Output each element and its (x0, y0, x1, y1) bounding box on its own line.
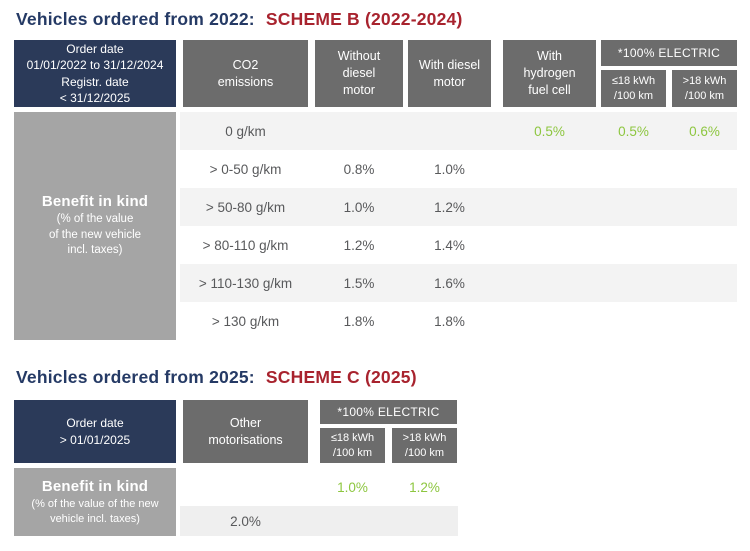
scheme-c-header-order-date: Order date > 01/01/2025 (14, 400, 176, 463)
benefit-in-kind-title: Benefit in kind (41, 193, 149, 211)
table-row: 2.0% (180, 506, 458, 536)
scheme-b-header-electric: *100% ELECTRIC (601, 40, 737, 66)
other-motorisations-value (183, 468, 308, 506)
scheme-c-title-prefix: Vehicles ordered from 2025: (16, 367, 255, 387)
without-diesel-value (315, 112, 403, 150)
table-row: > 0-50 g/km 0.8% 1.0% (180, 150, 737, 188)
co2-range-value: > 110-130 g/km (198, 275, 293, 291)
scheme-c-header-le18kwh: ≤18 kWh /100 km (320, 428, 385, 463)
table-row: > 80-110 g/km 1.2% 1.4% (180, 226, 737, 264)
co2-range-value: > 80-110 g/km (202, 237, 289, 253)
table-row: > 130 g/km 1.8% 1.8% (180, 302, 737, 340)
benefit-in-kind-title: Benefit in kind (41, 477, 149, 495)
scheme-c-title: Vehicles ordered from 2025: SCHEME C (20… (16, 367, 417, 388)
scheme-c-benefit-in-kind-cell: Benefit in kind (% of the value of the n… (14, 468, 176, 536)
scheme-b-title: Vehicles ordered from 2022: SCHEME B (20… (16, 9, 462, 30)
with-diesel-value: 1.8% (434, 313, 465, 329)
table-row: 1.0% 1.2% (180, 468, 458, 506)
scheme-b-header-hydrogen: With hydrogen fuel cell (503, 40, 596, 107)
table-row: 0 g/km 0.5% 0.5% 0.6% (180, 112, 737, 150)
benefit-in-kind-note: (% of the value of the new vehicle incl.… (48, 213, 142, 257)
with-diesel-value: 1.0% (434, 161, 465, 177)
co2-range-value: > 130 g/km (211, 313, 280, 329)
co2-range-value: > 50-80 g/km (205, 199, 286, 215)
le18kwh-value: 0.5% (618, 123, 649, 139)
scheme-b-title-scheme: SCHEME B (2022-2024) (265, 9, 463, 29)
scheme-c-header-electric: *100% ELECTRIC (320, 400, 457, 424)
with-diesel-value (408, 112, 491, 150)
scheme-c-header-other: Other motorisations (183, 400, 308, 463)
with-diesel-value: 1.4% (434, 237, 465, 253)
scheme-b-header-without-diesel: Without diesel motor (315, 40, 403, 107)
without-diesel-value: 1.2% (343, 237, 375, 253)
without-diesel-value: 1.8% (343, 313, 375, 329)
with-diesel-value: 1.2% (434, 199, 465, 215)
benefit-in-kind-note: (% of the value of the new vehicle incl.… (31, 497, 159, 525)
co2-range-value: 0 g/km (225, 123, 266, 139)
co2-range-value: > 0-50 g/km (209, 161, 282, 177)
gt18kwh-value: 1.2% (409, 479, 440, 495)
scheme-b-header-gt18kwh: >18 kWh /100 km (672, 70, 737, 107)
scheme-b-header-le18kwh: ≤18 kWh /100 km (601, 70, 666, 107)
scheme-b-header-co2-emissions: CO2 emissions (183, 40, 308, 107)
gt18kwh-value: 0.6% (689, 123, 720, 139)
scheme-c-header-gt18kwh: >18 kWh /100 km (392, 428, 457, 463)
table-row: > 110-130 g/km 1.5% 1.6% (180, 264, 737, 302)
le18kwh-value: 1.0% (337, 479, 368, 495)
without-diesel-value: 1.0% (343, 199, 375, 215)
without-diesel-value: 0.8% (343, 161, 375, 177)
without-diesel-value: 1.5% (343, 275, 375, 291)
hydrogen-value: 0.5% (534, 123, 565, 139)
scheme-c-table-body: 1.0% 1.2% 2.0% (180, 468, 458, 536)
scheme-b-header-with-diesel: With diesel motor (408, 40, 491, 107)
scheme-b-table-body: 0 g/km 0.5% 0.5% 0.6% > 0-50 g/km 0.8% 1… (180, 112, 737, 340)
scheme-b-header-order-date: Order date 01/01/2022 to 31/12/2024 Regi… (14, 40, 176, 107)
scheme-b-benefit-in-kind-cell: Benefit in kind (% of the value of the n… (14, 112, 176, 340)
with-diesel-value: 1.6% (434, 275, 465, 291)
scheme-c-title-scheme: SCHEME C (2025) (265, 367, 417, 387)
scheme-b-title-prefix: Vehicles ordered from 2022: (16, 9, 255, 29)
table-row: > 50-80 g/km 1.0% 1.2% (180, 188, 737, 226)
other-motorisations-value: 2.0% (230, 513, 261, 529)
